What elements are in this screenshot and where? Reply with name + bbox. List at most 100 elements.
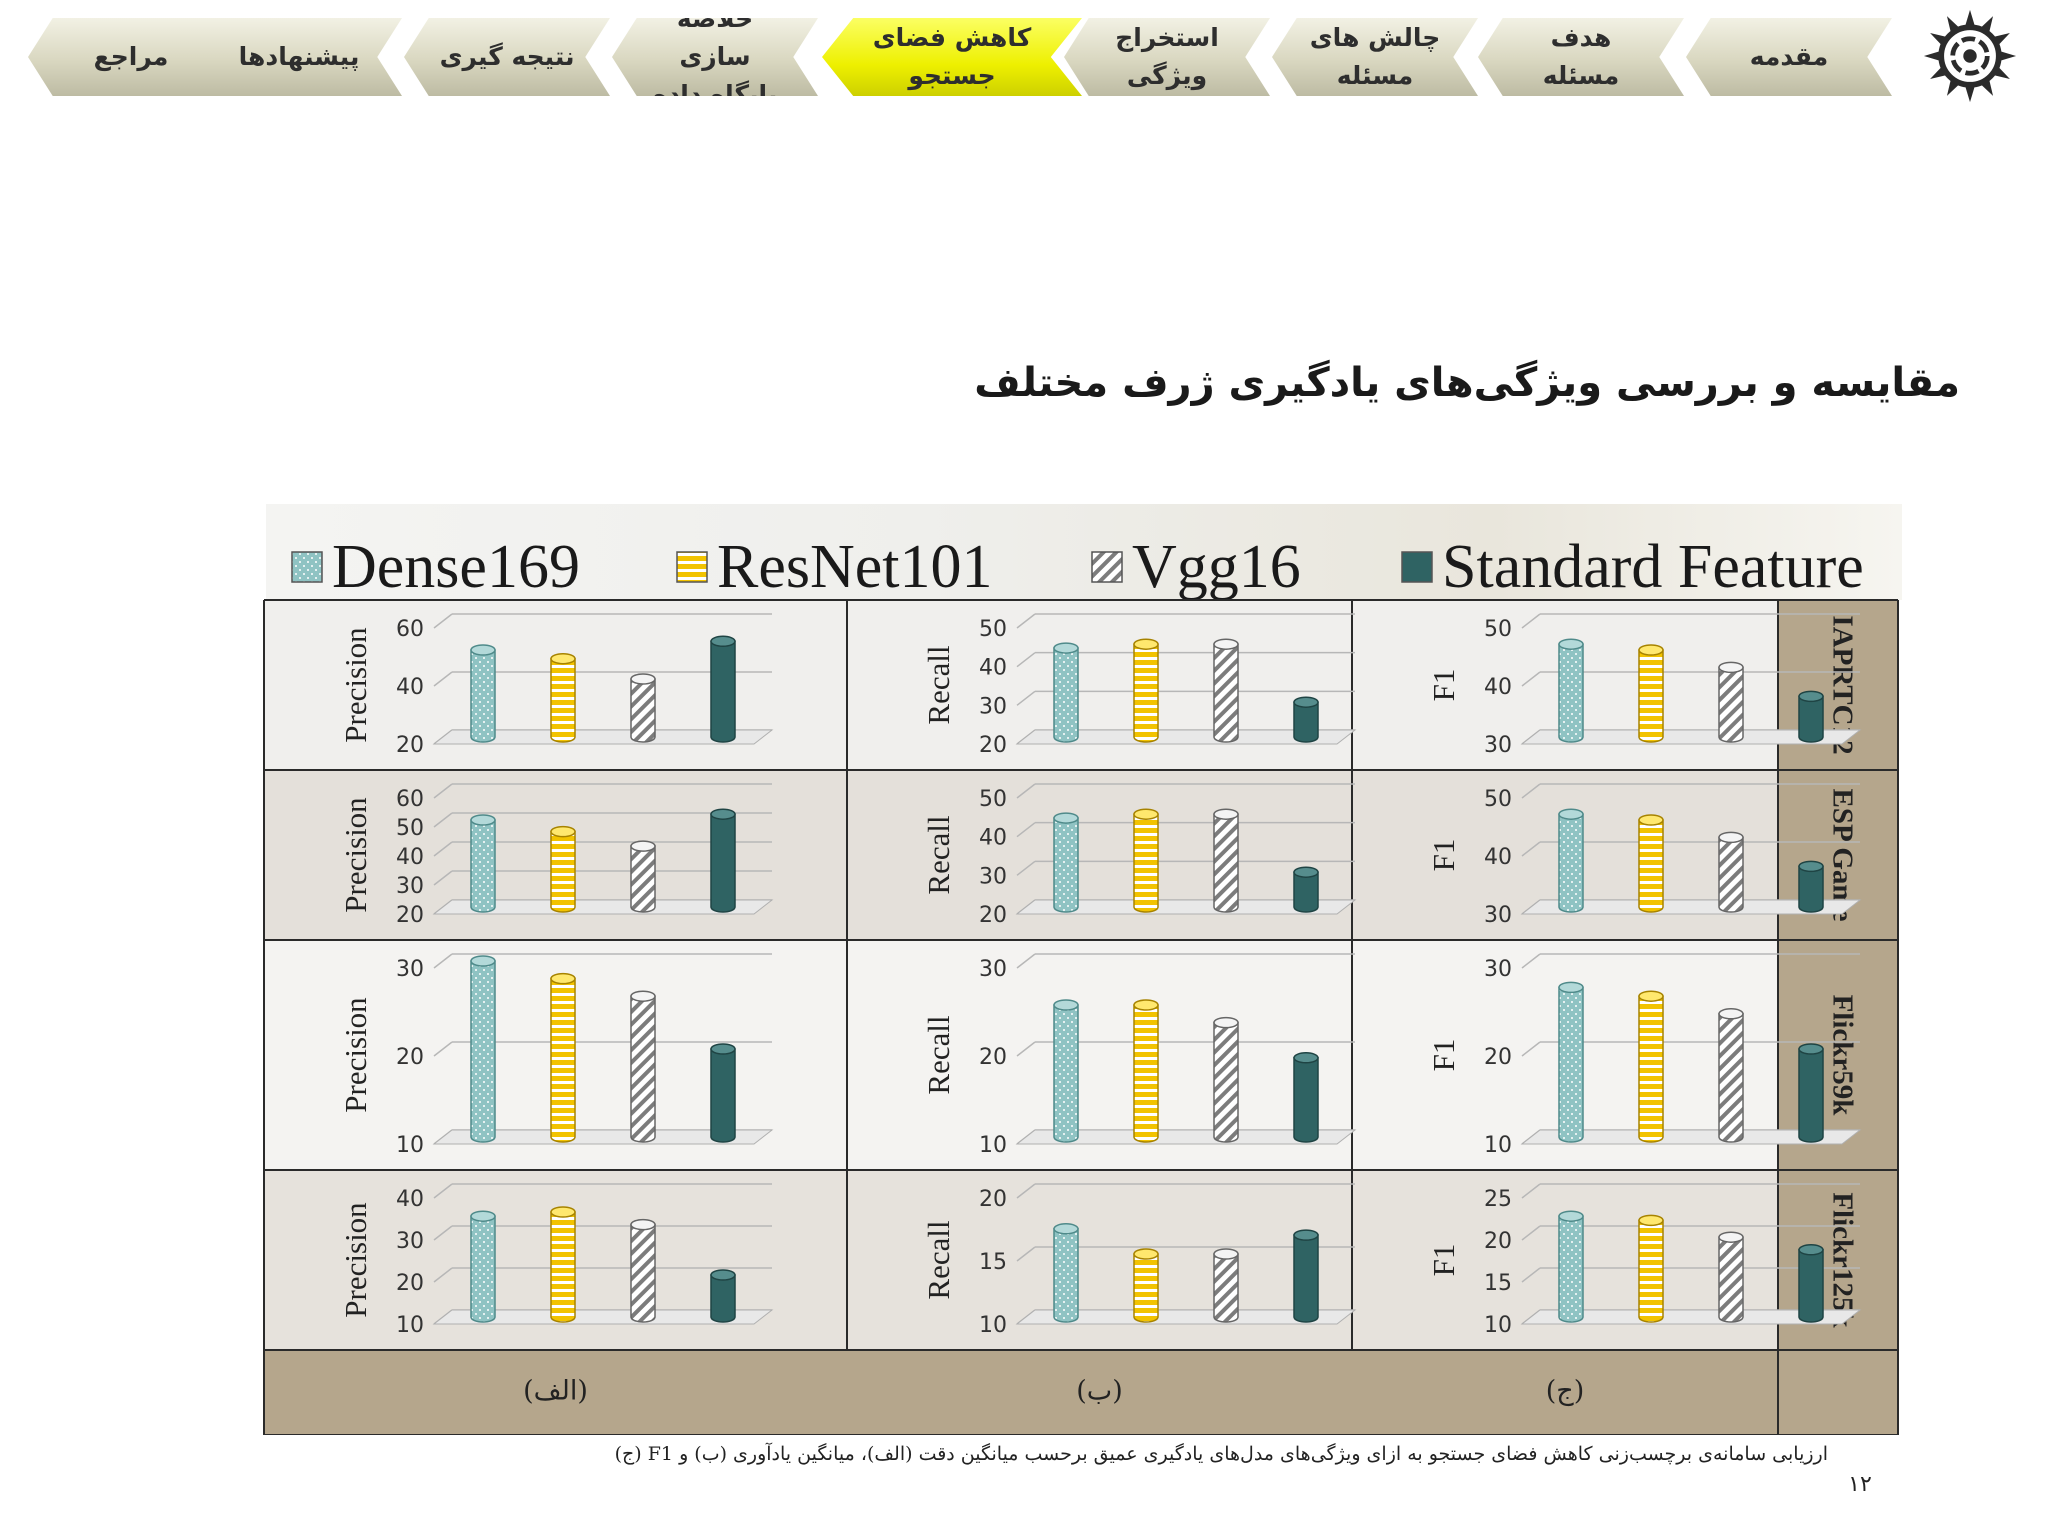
chart-panel: 20 30 40 50 Recall — [921, 613, 1357, 758]
nav-tab-1[interactable]: مقدمه — [1686, 18, 1892, 96]
bar-dense169 — [470, 1210, 496, 1323]
chart-panel: 10 20 30 Recall — [921, 953, 1357, 1158]
bar-body — [630, 845, 656, 913]
bar-top — [1133, 638, 1159, 650]
bar-body — [1133, 643, 1159, 743]
y-axis-label: Precision — [338, 627, 373, 743]
nav-tab-label-secondary: جستجو — [908, 61, 996, 90]
nav-tab-8[interactable]: پیشنهادها — [196, 18, 402, 96]
gridline — [433, 841, 453, 857]
y-tick-label: 50 — [979, 617, 1007, 642]
bar-body — [710, 640, 736, 743]
bar-top — [630, 990, 656, 1002]
bar-body — [1638, 995, 1664, 1143]
bar-body — [1133, 1253, 1159, 1323]
nav-tab-4[interactable]: استخراج ویژگی — [1064, 18, 1270, 96]
bar-top — [1638, 814, 1664, 826]
bar-standard-feature — [710, 1269, 736, 1323]
y-axis-label: Recall — [921, 645, 956, 724]
bar-top — [1718, 831, 1744, 844]
nav-tab-7[interactable]: نتیجه گیری — [404, 18, 610, 96]
nav-tab-5[interactable]: کاهش فضای جستجو — [822, 18, 1082, 96]
gridline — [1521, 1183, 1541, 1199]
column-label: (الف) — [523, 1376, 588, 1407]
chart-floor — [1015, 729, 1357, 745]
gridline — [1016, 690, 1036, 706]
y-tick-label: 40 — [396, 845, 424, 870]
chart-legend: Dense169 ResNet101 Vgg16 Standard Feature — [266, 504, 1902, 601]
slide-title: مقایسه و بررسی ویژگی‌های یادگیری ژرف مخت… — [974, 360, 1960, 406]
y-tick-label: 20 — [1484, 1229, 1512, 1254]
y-tick-label: 10 — [979, 1133, 1007, 1158]
bar-top — [1558, 808, 1584, 820]
bar-vgg16 — [1718, 1231, 1744, 1323]
y-tick-label: 50 — [979, 787, 1007, 812]
y-tick-label: 30 — [979, 864, 1007, 889]
nav-tab-6[interactable]: خلاصه سازی پایگاه داده — [612, 18, 818, 96]
bar-body — [1053, 647, 1079, 743]
legend-label: Vgg16 — [1132, 533, 1301, 601]
y-tick-label: 30 — [396, 1229, 424, 1254]
bar-resnet101 — [1133, 1248, 1159, 1323]
bar-top — [550, 972, 576, 985]
gridline — [433, 1225, 453, 1241]
nav-tab-9[interactable]: مراجع — [28, 18, 234, 96]
bar-top — [1213, 1016, 1239, 1029]
bar-top — [1053, 1223, 1079, 1235]
column-label: (ب) — [1076, 1376, 1123, 1407]
bar-resnet101 — [550, 1206, 576, 1323]
chart-panel: 10 15 20 25 F1 — [1426, 1183, 1862, 1338]
nav-tab-3[interactable]: چالش های مسئله — [1272, 18, 1478, 96]
y-tick-label: 30 — [396, 957, 424, 982]
bar-body — [1293, 701, 1319, 743]
y-tick-label: 20 — [396, 1271, 424, 1296]
bar-body — [550, 977, 576, 1143]
gridline — [433, 1267, 453, 1283]
nav-tab-label-secondary: ویژگی — [1126, 61, 1208, 90]
bar-body — [1798, 695, 1824, 743]
bar-vgg16 — [1213, 1248, 1239, 1323]
y-tick-label: 10 — [979, 1313, 1007, 1338]
gridline — [1016, 1183, 1036, 1199]
bar-resnet101 — [550, 972, 576, 1143]
bar-dense169 — [1558, 808, 1584, 913]
bar-vgg16 — [630, 673, 656, 743]
university-emblem-icon — [1923, 9, 2017, 103]
y-tick-label: 10 — [1484, 1133, 1512, 1158]
bar-resnet101 — [1133, 808, 1159, 913]
bar-top — [1213, 1248, 1239, 1260]
bar-body — [710, 1274, 736, 1323]
bar-dense169 — [1053, 642, 1079, 743]
bar-body — [1638, 649, 1664, 743]
bar-top — [1638, 1214, 1664, 1227]
y-tick-label: 30 — [979, 694, 1007, 719]
nav-tab-label: مراجع — [93, 42, 169, 71]
bar-body — [470, 1215, 496, 1323]
bar-body — [1718, 666, 1744, 743]
nav-tab-label: نتیجه گیری — [439, 42, 575, 71]
y-tick-label: 40 — [1484, 845, 1512, 870]
column-label: (ج) — [1546, 1376, 1585, 1407]
nav-tab-label-secondary: مسئله — [1542, 61, 1620, 90]
y-axis-label: F1 — [1426, 669, 1461, 702]
y-tick-label: 20 — [979, 903, 1007, 928]
legend-background — [266, 504, 1902, 600]
bar-body — [1718, 836, 1744, 913]
bar-top — [630, 840, 656, 852]
bar-body — [1558, 986, 1584, 1143]
bar-dense169 — [1053, 1223, 1079, 1323]
y-axis-label: F1 — [1426, 839, 1461, 872]
nav-tab-2[interactable]: هدف مسئله — [1478, 18, 1684, 96]
bar-vgg16 — [1213, 638, 1239, 743]
gridline — [433, 812, 453, 828]
gridline — [433, 870, 453, 886]
bar-standard-feature — [1798, 1244, 1824, 1323]
chart-panel: 10 20 30 40 Precision — [338, 1183, 774, 1338]
y-tick-label: 30 — [1484, 733, 1512, 758]
bar-top — [1293, 1229, 1319, 1241]
bar-top — [1293, 1052, 1319, 1064]
bar-body — [550, 657, 576, 743]
chart-panels: 20 40 60 Precision 20 30 40 50 Recall 30 40 50 F1 20 3… — [338, 613, 1862, 1338]
bar-top — [1558, 638, 1584, 650]
bar-top — [630, 1218, 656, 1231]
